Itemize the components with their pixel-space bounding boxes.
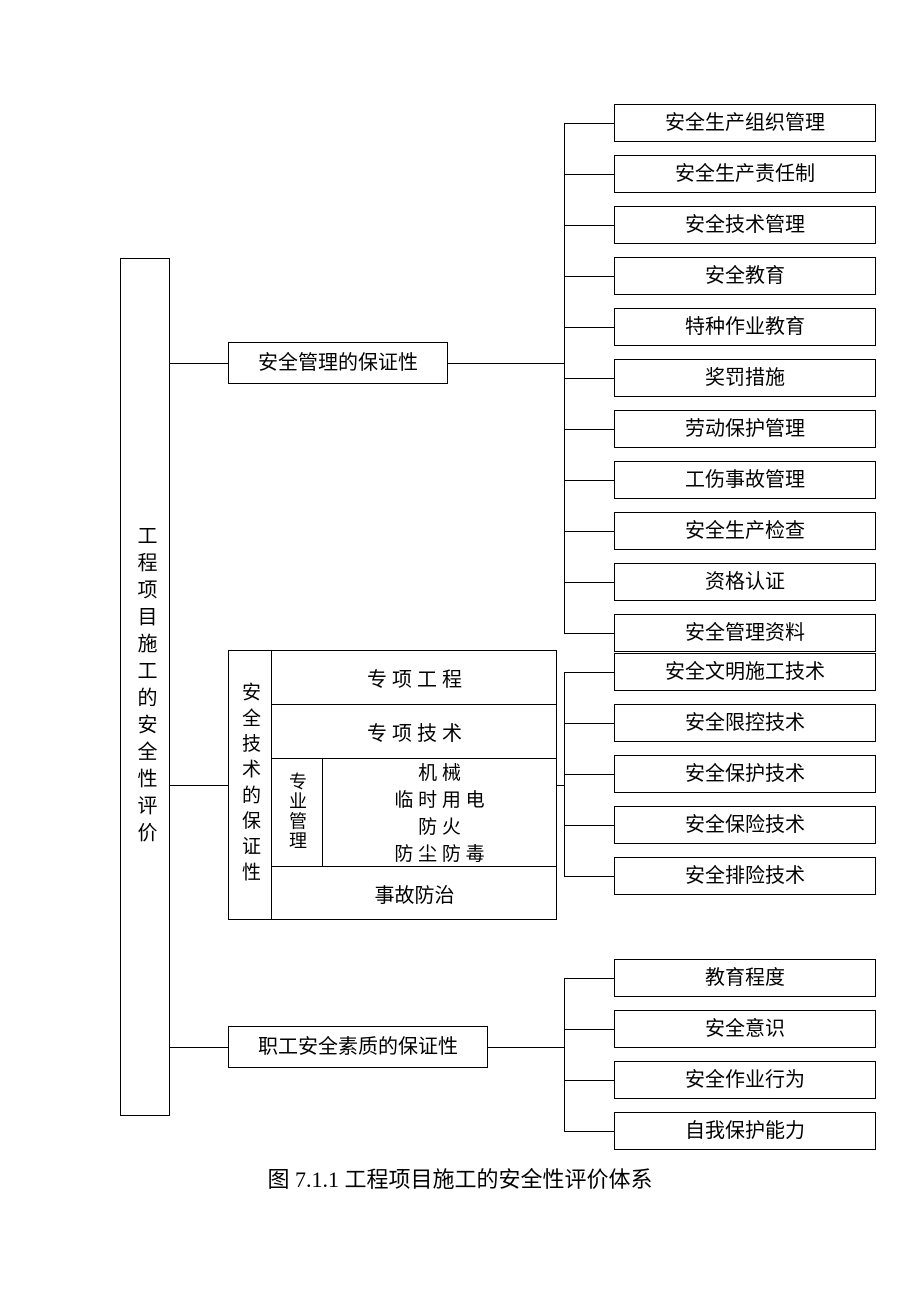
mgmt-leaf-conn-2 bbox=[564, 225, 614, 226]
mgmt-leaf-conn-7 bbox=[564, 480, 614, 481]
mid-tech-row-3: 事故防治 bbox=[272, 866, 557, 920]
worker-leaf-0: 教育程度 bbox=[614, 959, 876, 997]
mgmt-leaf-conn-0 bbox=[564, 123, 614, 124]
mgmt-leaf-9: 资格认证 bbox=[614, 563, 876, 601]
tech-leaf-conn-0 bbox=[564, 672, 614, 673]
mgmt-leaf-conn-5 bbox=[564, 378, 614, 379]
mgmt-mid-stub bbox=[448, 363, 564, 364]
tech-leaf-3: 安全保险技术 bbox=[614, 806, 876, 844]
worker-leaf-conn-1 bbox=[564, 1029, 614, 1030]
worker-leaf-conn-2 bbox=[564, 1080, 614, 1081]
worker-mid-stub bbox=[488, 1047, 564, 1048]
mid-tech-item-3: 防 尘 防 毒 bbox=[322, 839, 557, 866]
mid-worker: 职工安全素质的保证性 bbox=[228, 1026, 488, 1068]
mid-tech-item-1: 临 时 用 电 bbox=[322, 785, 557, 812]
tech-leaf-conn-3 bbox=[564, 825, 614, 826]
tech-mid-stub bbox=[557, 785, 564, 786]
mgmt-leaf-5: 奖罚措施 bbox=[614, 359, 876, 397]
root-to-worker bbox=[170, 1047, 228, 1048]
mid-tech-row-1: 专 项 技 术 bbox=[272, 704, 557, 758]
mgmt-leaf-3: 安全教育 bbox=[614, 257, 876, 295]
worker-leaf-3: 自我保护能力 bbox=[614, 1112, 876, 1150]
mgmt-leaf-conn-6 bbox=[564, 429, 614, 430]
mgmt-leaf-conn-9 bbox=[564, 582, 614, 583]
tech-leaf-4: 安全排险技术 bbox=[614, 857, 876, 895]
tech-leaf-conn-2 bbox=[564, 774, 614, 775]
tech-leaf-conn-4 bbox=[564, 876, 614, 877]
root-box-label: 工程项目施工的安全性评价 bbox=[132, 259, 158, 1115]
mgmt-leaf-7: 工伤事故管理 bbox=[614, 461, 876, 499]
mgmt-leaf-2: 安全技术管理 bbox=[614, 206, 876, 244]
mgmt-trunk bbox=[564, 123, 565, 633]
worker-leaf-conn-0 bbox=[564, 978, 614, 979]
worker-leaf-1: 安全意识 bbox=[614, 1010, 876, 1048]
mgmt-leaf-conn-3 bbox=[564, 276, 614, 277]
tech-trunk bbox=[564, 672, 565, 876]
root-to-mgmt bbox=[170, 363, 228, 364]
mgmt-leaf-conn-10 bbox=[564, 633, 614, 634]
mid-tech-row-0: 专 项 工 程 bbox=[272, 650, 557, 704]
diagram-stage: 工程项目施工的安全性评价 安全管理的保证性安全技术的保证性专 项 工 程专 项 技… bbox=[0, 0, 920, 1302]
tech-leaf-conn-1 bbox=[564, 723, 614, 724]
mgmt-leaf-conn-1 bbox=[564, 174, 614, 175]
mgmt-leaf-conn-4 bbox=[564, 327, 614, 328]
mid-tech-item-2: 防 火 bbox=[322, 812, 557, 839]
mgmt-leaf-10: 安全管理资料 bbox=[614, 614, 876, 652]
mgmt-leaf-6: 劳动保护管理 bbox=[614, 410, 876, 448]
worker-leaf-conn-3 bbox=[564, 1131, 614, 1132]
mgmt-leaf-1: 安全生产责任制 bbox=[614, 155, 876, 193]
figure-caption: 图 7.1.1 工程项目施工的安全性评价体系 bbox=[0, 1162, 920, 1194]
mgmt-leaf-conn-8 bbox=[564, 531, 614, 532]
mid-tech-item-0: 机 械 bbox=[322, 758, 557, 785]
mgmt-leaf-8: 安全生产检查 bbox=[614, 512, 876, 550]
mid-tech-vlabel: 安全技术的保证性 bbox=[236, 650, 263, 920]
worker-leaf-2: 安全作业行为 bbox=[614, 1061, 876, 1099]
tech-leaf-0: 安全文明施工技术 bbox=[614, 653, 876, 691]
mid-tech-vlabel-cell: 安全技术的保证性 bbox=[228, 650, 272, 920]
root-to-tech bbox=[170, 785, 228, 786]
mid-mgmt: 安全管理的保证性 bbox=[228, 342, 448, 384]
tech-leaf-2: 安全保护技术 bbox=[614, 755, 876, 793]
root-box: 工程项目施工的安全性评价 bbox=[120, 258, 170, 1116]
mgmt-leaf-0: 安全生产组织管理 bbox=[614, 104, 876, 142]
mgmt-leaf-4: 特种作业教育 bbox=[614, 308, 876, 346]
worker-trunk bbox=[564, 978, 565, 1131]
mid-tech-sublabel-cell: 专业管理 bbox=[272, 758, 322, 866]
tech-leaf-1: 安全限控技术 bbox=[614, 704, 876, 742]
mid-tech-sublabel: 专业管理 bbox=[284, 758, 310, 866]
